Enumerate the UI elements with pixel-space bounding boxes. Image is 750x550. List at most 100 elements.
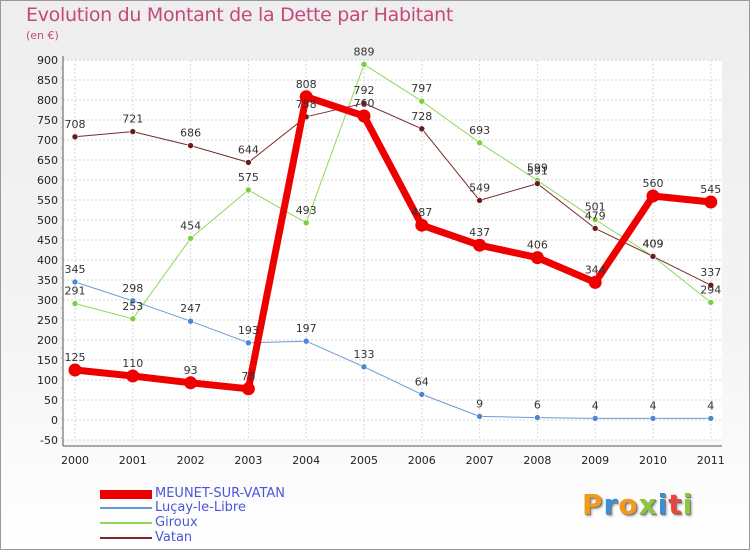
y-tick-label: -50: [40, 434, 58, 447]
y-tick-label: 550: [37, 194, 58, 207]
y-tick-label: 100: [37, 374, 58, 387]
data-label: 686: [180, 127, 201, 140]
x-tick-label: 2011: [697, 454, 725, 467]
data-label: 792: [354, 84, 375, 97]
data-label: 298: [122, 282, 143, 295]
data-label: 454: [180, 219, 201, 232]
data-label: 337: [700, 266, 721, 279]
data-point-0: [241, 382, 255, 396]
data-point-2: [187, 235, 194, 242]
data-point-0: [299, 90, 313, 104]
data-point-0: [473, 238, 487, 252]
data-point-0: [184, 376, 198, 390]
data-point-1: [418, 391, 426, 398]
y-tick-label: 900: [37, 54, 58, 67]
chart-unit: (en €): [26, 29, 59, 42]
data-label: 758: [296, 98, 317, 111]
data-point-2: [302, 219, 310, 227]
data-point-3: [418, 125, 426, 133]
x-tick-label: 2003: [234, 454, 262, 467]
data-label: 197: [296, 322, 317, 335]
data-point-1: [302, 337, 310, 345]
data-point-1: [187, 317, 194, 325]
data-label: 721: [122, 113, 143, 126]
y-tick-label: 650: [37, 154, 58, 167]
x-tick-label: 2009: [581, 454, 609, 467]
data-point-1: [649, 415, 657, 422]
data-point-1: [129, 297, 137, 305]
y-tick-label: 400: [37, 254, 58, 267]
x-tick-label: 2005: [350, 454, 378, 467]
data-point-1: [476, 413, 483, 420]
y-tick-label: 200: [37, 334, 58, 347]
data-label: 291: [65, 285, 86, 298]
legend-label: Giroux: [155, 515, 198, 530]
logo-letter: P: [582, 488, 604, 521]
data-point-1: [534, 414, 541, 421]
y-tick-label: 600: [37, 174, 58, 187]
data-point-2: [591, 216, 599, 223]
logo-letter: x: [638, 488, 658, 521]
data-label: 437: [469, 226, 490, 239]
y-tick-label: 0: [51, 414, 58, 427]
data-label: 345: [65, 263, 86, 276]
data-point-1: [707, 415, 715, 422]
x-tick-label: 2000: [61, 454, 89, 467]
data-point-0: [415, 218, 429, 232]
data-label: 549: [469, 181, 490, 194]
data-label: 133: [354, 348, 375, 361]
data-label: 110: [122, 357, 143, 370]
data-label: 479: [585, 209, 606, 222]
y-tick-label: 450: [37, 234, 58, 247]
data-label: 545: [700, 183, 721, 196]
x-tick-label: 2001: [119, 454, 147, 467]
data-label: 501: [585, 201, 606, 214]
y-tick-label: 800: [37, 94, 58, 107]
data-point-3: [129, 128, 137, 135]
series-line-0: [71, 93, 715, 393]
logo-letter: t: [668, 488, 683, 521]
data-label: 599: [527, 161, 548, 174]
legend-swatch: [100, 537, 152, 539]
y-tick-label: 500: [37, 214, 58, 227]
x-tick-label: 2002: [177, 454, 205, 467]
x-tick-label: 2006: [408, 454, 436, 467]
data-label: 9: [476, 397, 483, 410]
data-point-3: [245, 159, 252, 166]
logo-letter: o: [618, 488, 639, 521]
y-tick-label: 50: [44, 394, 58, 407]
data-point-3: [360, 99, 368, 107]
legend-swatch: [100, 507, 152, 509]
data-point-2: [360, 61, 368, 68]
logo-letter: i: [682, 488, 694, 521]
data-point-3: [476, 197, 483, 204]
y-tick-label: 250: [37, 314, 58, 327]
data-point-3: [187, 142, 194, 149]
legend-swatch: [100, 522, 152, 524]
data-label: 409: [643, 237, 664, 250]
data-point-0: [530, 251, 544, 265]
data-label: 406: [527, 239, 548, 252]
data-point-0: [588, 275, 602, 289]
data-label: 560: [643, 177, 664, 190]
x-tick-label: 2008: [523, 454, 551, 467]
data-label: 253: [122, 300, 143, 313]
data-point-0: [68, 363, 82, 377]
chart-title: Evolution du Montant de la Dette par Hab…: [26, 4, 454, 26]
data-point-1: [71, 278, 79, 286]
series-line-1: [74, 281, 712, 419]
data-point-3: [71, 133, 79, 141]
plot-area: [63, 60, 722, 440]
x-tick-label: 2004: [292, 454, 320, 467]
data-point-1: [360, 363, 368, 371]
y-tick-label: 850: [37, 74, 58, 87]
y-tick-label: 750: [37, 114, 58, 127]
proxiti-logo: Proxiti: [582, 488, 693, 521]
data-point-2: [476, 139, 483, 147]
data-label: 193: [238, 324, 259, 337]
data-point-2: [245, 186, 252, 194]
data-point-2: [418, 97, 426, 105]
legend-label: Luçay-le-Libre: [155, 500, 246, 515]
data-point-0: [357, 109, 371, 123]
data-label: 808: [296, 78, 317, 91]
